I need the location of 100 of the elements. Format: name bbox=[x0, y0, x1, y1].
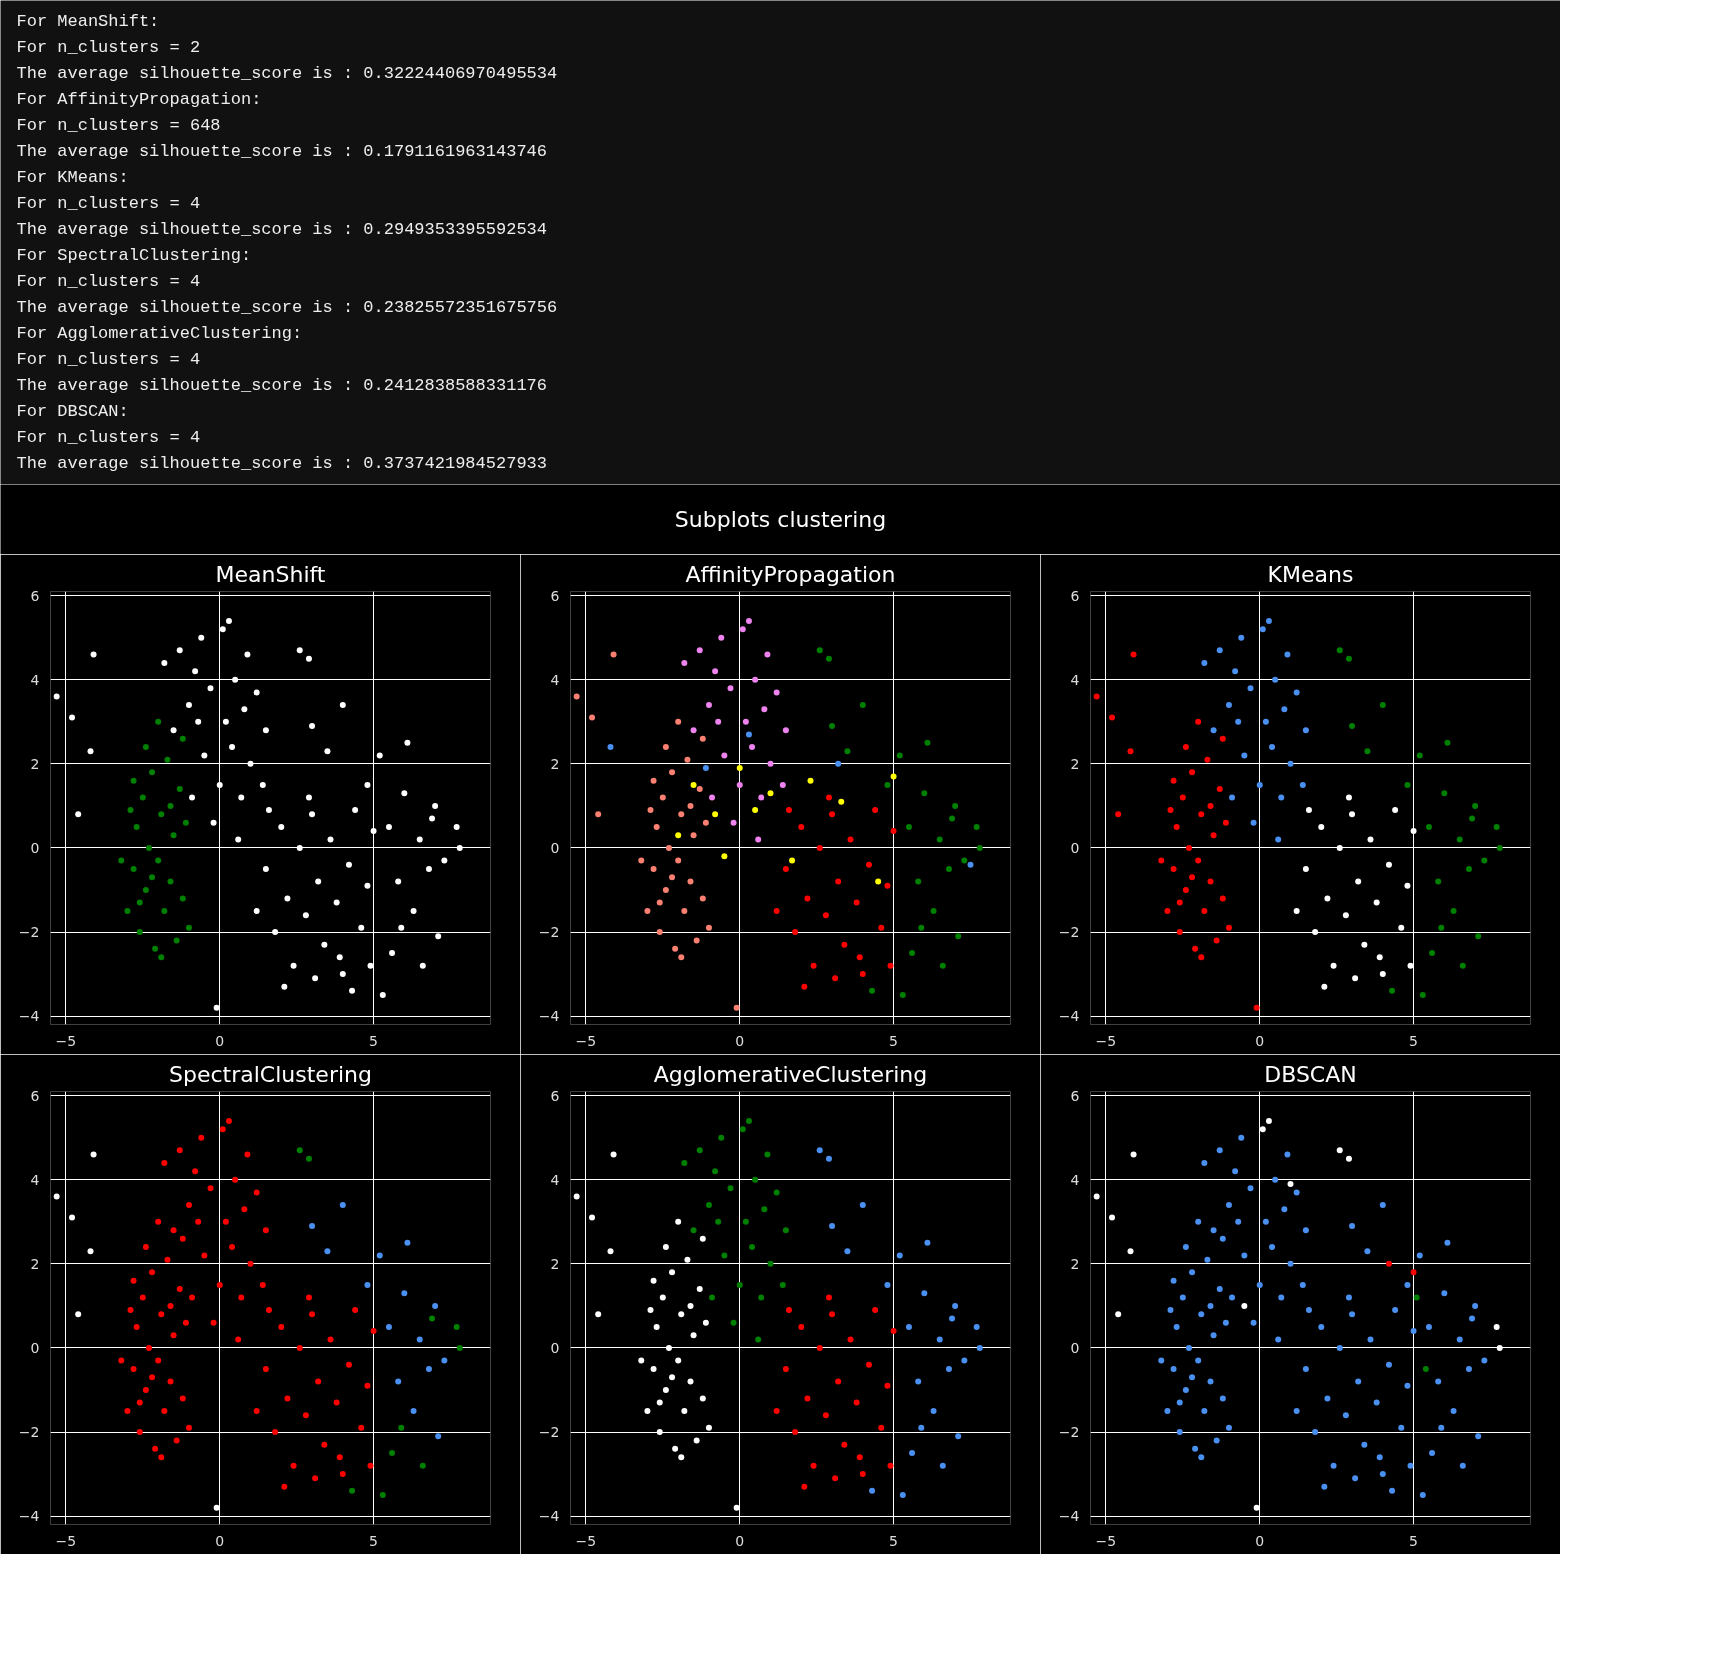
point bbox=[773, 908, 780, 914]
point bbox=[1379, 971, 1386, 978]
point bbox=[142, 744, 149, 751]
point bbox=[1265, 1117, 1272, 1124]
y-tick-label: 0 bbox=[550, 839, 560, 856]
text: The average silhouette_score is : 0.1791161963143746 bbox=[16, 142, 547, 161]
point bbox=[709, 794, 716, 801]
text: For n_clusters = 4 bbox=[16, 194, 201, 213]
point bbox=[709, 1294, 716, 1301]
point bbox=[1195, 857, 1202, 864]
point bbox=[829, 723, 836, 730]
point bbox=[841, 941, 848, 948]
point bbox=[924, 739, 931, 746]
point bbox=[1336, 1147, 1343, 1154]
point bbox=[1225, 924, 1232, 931]
y-tick-label: −4 bbox=[18, 1508, 40, 1525]
point bbox=[1410, 828, 1417, 835]
point bbox=[955, 933, 962, 940]
point bbox=[1250, 819, 1257, 826]
point bbox=[133, 823, 140, 830]
point bbox=[1278, 794, 1285, 801]
point bbox=[1481, 857, 1488, 864]
point bbox=[1312, 929, 1319, 936]
point bbox=[118, 857, 125, 864]
point bbox=[761, 1206, 768, 1213]
point bbox=[681, 1159, 688, 1166]
point bbox=[890, 828, 897, 835]
point bbox=[915, 1378, 922, 1385]
point bbox=[595, 1311, 602, 1318]
y-tick-label: 4 bbox=[30, 671, 40, 688]
point bbox=[712, 811, 719, 818]
point bbox=[699, 1235, 706, 1242]
point bbox=[158, 811, 165, 818]
point bbox=[675, 857, 682, 864]
point bbox=[155, 857, 162, 864]
point bbox=[1419, 992, 1426, 999]
point bbox=[918, 924, 925, 931]
point bbox=[1305, 807, 1312, 814]
point bbox=[176, 786, 183, 793]
point bbox=[844, 1248, 851, 1255]
point bbox=[835, 1378, 842, 1385]
point bbox=[869, 987, 876, 994]
point bbox=[1210, 832, 1217, 839]
point bbox=[945, 1365, 952, 1372]
point bbox=[752, 1176, 759, 1183]
point bbox=[681, 1408, 688, 1414]
point bbox=[715, 718, 722, 725]
point bbox=[1376, 954, 1383, 961]
point bbox=[847, 1336, 854, 1343]
point bbox=[687, 1378, 694, 1385]
point bbox=[173, 937, 180, 944]
point bbox=[825, 655, 832, 662]
point bbox=[158, 954, 165, 961]
point bbox=[376, 1252, 383, 1259]
point bbox=[1345, 1155, 1352, 1162]
point bbox=[767, 790, 774, 797]
point bbox=[1469, 815, 1476, 822]
point bbox=[705, 702, 712, 708]
point bbox=[441, 1357, 448, 1364]
point bbox=[155, 718, 162, 725]
point bbox=[779, 1281, 786, 1288]
point bbox=[764, 1151, 771, 1158]
point bbox=[1127, 1248, 1134, 1255]
point bbox=[573, 1193, 580, 1200]
y-tick-label: 6 bbox=[550, 587, 560, 604]
point bbox=[124, 908, 131, 914]
point bbox=[832, 975, 839, 982]
point bbox=[782, 727, 789, 734]
point bbox=[844, 748, 851, 755]
x-tick-label: −5 bbox=[1095, 1032, 1117, 1049]
y-tick-label: 2 bbox=[1070, 755, 1080, 772]
y-tick-label: 4 bbox=[550, 1171, 560, 1188]
point bbox=[684, 1256, 691, 1263]
point bbox=[1216, 647, 1223, 654]
point bbox=[339, 1202, 346, 1208]
point bbox=[1321, 983, 1328, 990]
y-tick-label: 6 bbox=[30, 1087, 40, 1104]
point bbox=[1302, 865, 1309, 872]
point bbox=[721, 752, 728, 759]
point bbox=[385, 1323, 392, 1330]
point bbox=[841, 1441, 848, 1448]
point bbox=[1281, 706, 1288, 713]
point bbox=[745, 1117, 752, 1124]
point bbox=[767, 760, 774, 767]
y-tick-label: −4 bbox=[1058, 1008, 1080, 1025]
point bbox=[638, 857, 645, 864]
point bbox=[693, 1437, 700, 1444]
point bbox=[1109, 714, 1116, 721]
point bbox=[702, 819, 709, 826]
point bbox=[890, 773, 897, 780]
point bbox=[715, 1218, 722, 1225]
point bbox=[130, 777, 137, 784]
point bbox=[1164, 908, 1171, 914]
point bbox=[887, 962, 894, 969]
point bbox=[1109, 1214, 1116, 1221]
point bbox=[179, 735, 186, 742]
point bbox=[792, 1429, 799, 1436]
point bbox=[1450, 908, 1457, 914]
point bbox=[782, 1227, 789, 1234]
point bbox=[1204, 756, 1211, 763]
